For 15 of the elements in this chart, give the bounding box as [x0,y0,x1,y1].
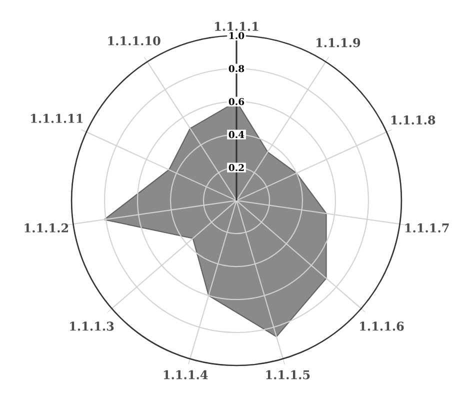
spoke-label: 1.1.1.9 [316,38,360,48]
spoke-label: 1.1.1.3 [70,322,114,331]
spoke-label: 1.1.1.7 [405,223,449,232]
spoke-label: 1.1.1.6 [360,322,404,331]
spoke-label: 1.1.1.4 [164,370,208,380]
spoke-label: 1.1.1.11 [31,114,83,124]
y-tick-label: 1.0 [230,32,244,40]
y-tick-label: 0.2 [228,164,244,172]
spoke-label: 1.1.1.1 [215,22,258,31]
spoke-label: 1.1.1.8 [391,116,436,125]
y-tick-label: 0.4 [228,131,244,138]
spoke-label: 1.1.1.5 [266,370,310,380]
y-tick-label: 0.8 [228,65,244,72]
spoke-label: 1.1.1.2 [24,223,68,232]
spoke-label: 1.1.1.10 [108,36,160,46]
